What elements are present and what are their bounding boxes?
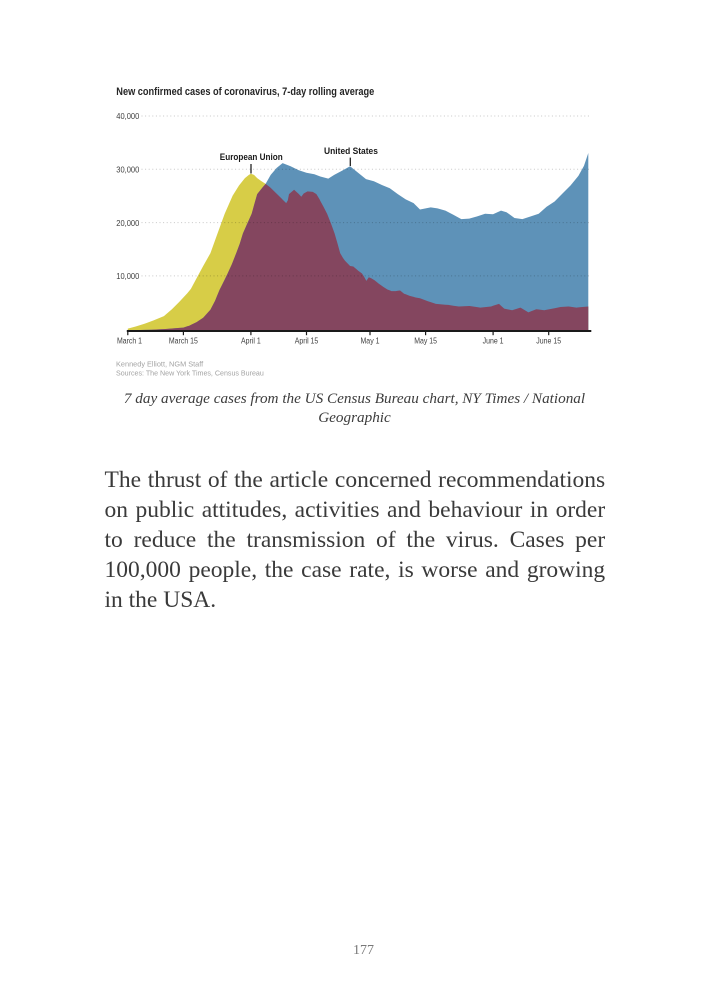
- svg-text:April 1: April 1: [241, 336, 261, 345]
- svg-text:Sources: The New York Times, C: Sources: The New York Times, Census Bure…: [116, 369, 264, 378]
- svg-text:April 15: April 15: [295, 336, 319, 345]
- svg-text:March 15: March 15: [169, 336, 199, 345]
- svg-text:10,000: 10,000: [116, 271, 139, 281]
- svg-text:May 15: May 15: [414, 336, 437, 345]
- svg-text:June 15: June 15: [536, 336, 561, 345]
- svg-text:May 1: May 1: [361, 336, 380, 345]
- svg-text:20,000: 20,000: [116, 218, 139, 228]
- svg-text:European Union: European Union: [220, 152, 283, 162]
- svg-text:Kennedy Elliott, NGM Staff: Kennedy Elliott, NGM Staff: [116, 360, 204, 369]
- svg-text:40,000: 40,000: [116, 111, 139, 121]
- svg-text:June 1: June 1: [483, 336, 504, 345]
- svg-text:30,000: 30,000: [116, 165, 139, 175]
- svg-text:March 1: March 1: [117, 336, 142, 345]
- svg-text:United States: United States: [324, 146, 378, 156]
- svg-text:New confirmed cases of coronav: New confirmed cases of coronavirus, 7-da…: [116, 86, 374, 98]
